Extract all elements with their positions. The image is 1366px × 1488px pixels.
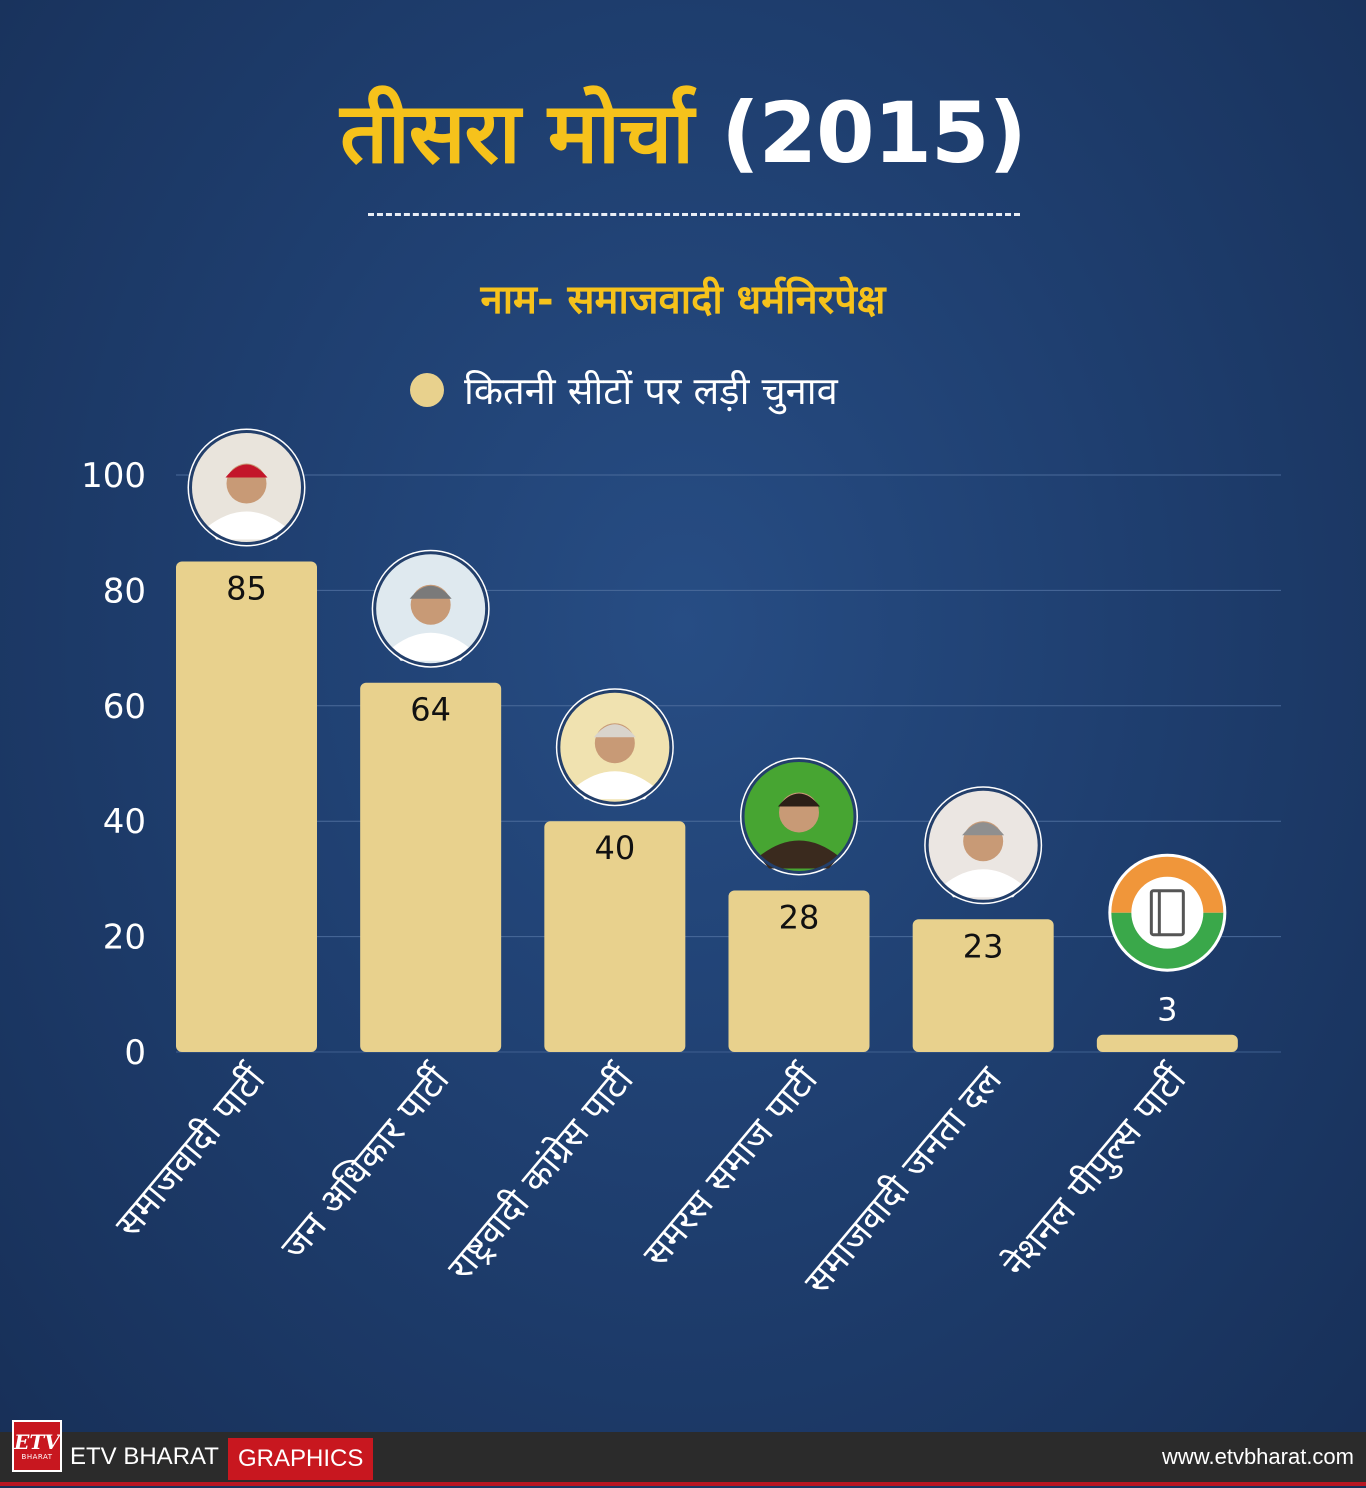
y-tick-label: 40 [103,802,146,842]
value-label: 28 [779,898,820,936]
page-title: तीसरा मोर्चा (2015) [0,78,1366,188]
party-avatar-2 [371,549,490,668]
y-tick-label: 60 [103,687,146,727]
chart-legend: कितनी सीटों पर लड़ी चुनाव [410,362,838,418]
y-tick-label: 20 [103,918,146,958]
x-tick-label: नेशनल पीपुल्स पार्टी [995,1058,1196,1286]
logo-sub: BHARAT [21,1452,53,1461]
value-label: 23 [963,927,1004,965]
y-tick-label: 80 [103,571,146,611]
chart-bars [176,561,1238,1052]
bar-2 [360,682,502,1052]
value-label: 3 [1157,991,1177,1029]
bar-chart: 0 20 40 60 80 100 85 समाजवादी पार्टी 64 जन अधिकार… [81,428,1281,1302]
title-main: तीसरा मोर्चा [340,84,694,182]
logo-mark: ETV [14,1429,60,1454]
title-year: (2015) [721,84,1027,182]
chart-subtitle: नाम- समाजवादी धर्मनिरपेक्ष [480,277,886,323]
legend-swatch [410,373,444,407]
x-tick-label: समरस समाज पार्टी [635,1058,827,1275]
value-label: 64 [410,691,451,729]
party-avatar-5 [924,786,1043,905]
title-divider [368,213,1020,216]
x-tick-label: राष्ट्रवादी कांग्रेस पार्टी [439,1058,642,1289]
bar-3 [544,821,686,1052]
footer-graphics-tag: GRAPHICS [228,1438,374,1480]
x-tick-label: समाजवादी जनता दल [796,1058,1010,1302]
footer-bar [0,1432,1366,1486]
x-tick-label: जन अधिकार पार्टी [273,1058,459,1268]
party-avatar-4 [740,757,858,876]
bar-4 [728,890,870,1052]
x-tick-label: समाजवादी पार्टी [107,1058,274,1246]
party-avatar-1 [187,428,306,547]
etv-logo: ETV BHARAT [12,1420,62,1472]
bar-5 [912,919,1054,1052]
bar-6 [1096,1034,1238,1052]
y-tick-label: 100 [81,456,146,496]
party-avatar-6 [1108,853,1227,972]
y-tick-label: 0 [124,1033,146,1073]
footer-website-link[interactable]: www.etvbharat.com [1162,1444,1354,1469]
book-icon [1149,889,1185,937]
legend-label: कितनी सीटों पर लड़ी चुनाव [464,369,838,413]
value-label: 85 [226,570,267,608]
value-label: 40 [594,829,635,867]
footer-brand: ETV BHARAT [70,1443,219,1470]
bar-1 [176,561,317,1052]
party-avatars [187,428,1227,972]
party-avatar-3 [555,688,674,807]
